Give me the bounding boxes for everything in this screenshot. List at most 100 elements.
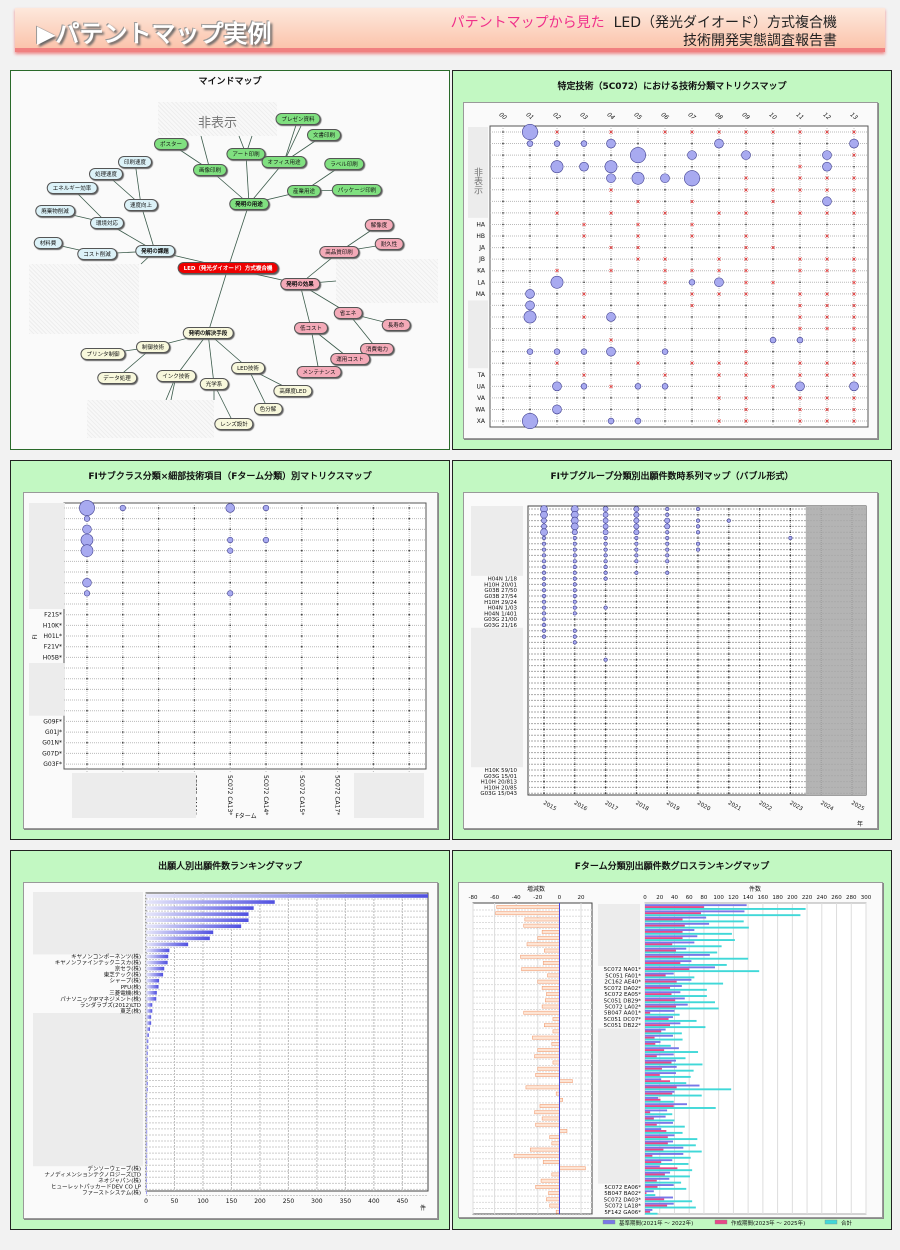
mindmap-node-sep[interactable]: 色分解 (253, 403, 283, 415)
mindmap-node-led[interactable]: LED技術 (231, 362, 265, 374)
right-tick-label: 200 (787, 895, 798, 901)
dot-mark (728, 664, 730, 667)
mindmap-node-ink[interactable]: インク技術 (156, 370, 196, 382)
dot-mark (157, 507, 160, 509)
dot-mark (666, 583, 668, 586)
dot-mark (758, 682, 761, 684)
mindmap-node-hb[interactable]: 高輝度LED (273, 385, 313, 397)
mindmap-node-energy[interactable]: エネルギー効率 (46, 182, 98, 194)
dot-mark (758, 664, 761, 667)
mindmap-node-use[interactable]: 発明の用途 (229, 198, 269, 210)
current-period-bar (645, 1049, 665, 1052)
mindmap-node-art[interactable]: アート印刷 (226, 148, 266, 160)
mindmap-node-label[interactable]: ラベル印刷 (324, 158, 364, 170)
dot-mark (372, 581, 375, 584)
legend-label: 基準期間(2021年 ～ 2022年) (619, 1219, 693, 1227)
applicant-label: シャープ(株) (110, 977, 141, 985)
applicant-bar (146, 1160, 148, 1164)
mindmap-node-pkg[interactable]: パッケージ印刷 (331, 184, 383, 196)
base-period-bar (645, 966, 715, 969)
mindmap-node-proc[interactable]: 処理速度 (88, 168, 124, 180)
mindmap-node-mat[interactable]: 材料費 (33, 237, 63, 249)
mindmap-node-sol[interactable]: 発明の解決手段 (182, 327, 234, 339)
mindmap-node-power[interactable]: 消費電力 (359, 343, 395, 355)
mindmap-node-task[interactable]: 発明の課題 (135, 245, 175, 257)
cross-mark: × (716, 268, 721, 275)
dot-mark (666, 630, 668, 632)
mindmap-node-cost[interactable]: コスト削減 (77, 248, 117, 260)
mindmap-node-env[interactable]: 環境対応 (89, 217, 125, 229)
mindmap-node-pres[interactable]: プレゼン資料 (275, 113, 321, 125)
dot-mark (697, 589, 699, 591)
mindmap-node-maint[interactable]: メンテナンス (296, 366, 342, 378)
mindmap-node-low[interactable]: 低コスト (293, 322, 329, 334)
dot-mark (574, 728, 576, 731)
diff-bar (535, 1122, 560, 1127)
mindmap-node-life[interactable]: 長寿命 (381, 319, 411, 331)
cross-mark: × (851, 302, 856, 309)
mindmap-node-pctrl[interactable]: プリンタ制御 (80, 348, 126, 360)
left-tick-label: 0 (558, 895, 562, 901)
mindmap-node-dur[interactable]: 耐久性 (374, 238, 404, 250)
dot-mark (666, 746, 668, 748)
mindmap-node-lens[interactable]: レンズ設計 (214, 418, 254, 430)
dot-mark (157, 560, 160, 563)
x-tick-label: 200 (254, 1198, 266, 1205)
diff-bar (546, 992, 560, 996)
mindmap-node-center[interactable]: LED（発光ダイオード）方式複合機 (177, 262, 279, 274)
matrix-bubble (580, 383, 588, 390)
dot-mark (193, 592, 196, 595)
hidden-label-region (471, 627, 523, 768)
mindmap-node-res[interactable]: 解像度 (364, 219, 394, 231)
mindmap-node-hq[interactable]: 高品質印刷 (319, 246, 359, 258)
dot-mark (728, 566, 730, 568)
mindmap-node-data[interactable]: データ処理 (97, 372, 137, 384)
base-period-bar (645, 1034, 673, 1037)
mindmap-node-speed[interactable]: 速度向上 (123, 199, 159, 211)
right-axis-title: 件数 (749, 885, 761, 893)
dot-mark (543, 676, 545, 678)
mindmap-title: マインドマップ (198, 77, 262, 87)
dot-mark (772, 362, 774, 364)
mindmap-node-img[interactable]: 画像印刷 (192, 164, 228, 176)
dot-mark (758, 595, 761, 597)
dot-mark (543, 705, 545, 707)
right-tick-label: 40 (671, 895, 678, 901)
dot-mark (157, 624, 160, 627)
dot-mark (758, 688, 761, 690)
dot-mark (697, 682, 699, 684)
base-period-bar (645, 1059, 676, 1062)
dot-mark (122, 688, 124, 691)
x-tick-label: 2021 (727, 800, 742, 812)
matrix-bubble (79, 500, 95, 516)
timeseries-bubble (572, 547, 577, 552)
timeseries-bubble (540, 510, 548, 519)
matrix-bubble (522, 123, 539, 140)
dot-mark (697, 659, 699, 661)
mindmap-node-eff[interactable]: 発明の効果 (280, 278, 320, 290)
fterm-label: 5C051 DC07* (604, 1017, 642, 1023)
current-period-bar (645, 974, 666, 977)
mindmap-node-ind[interactable]: 産業用途 (286, 185, 322, 197)
mindmap-node-poster[interactable]: ポスター (153, 138, 189, 150)
mindmap-node-ctrl[interactable]: 制御技術 (135, 341, 171, 353)
mindmap-node-doc[interactable]: 文書印刷 (306, 129, 342, 141)
x-axis-title: 件 (420, 1204, 426, 1212)
current-period-bar (645, 1198, 665, 1201)
dot-mark (604, 740, 607, 742)
row-label: KA (477, 268, 486, 275)
mindmap-node-pspeed[interactable]: 印刷速度 (117, 156, 153, 168)
mindmap-node-office[interactable]: オフィス用途 (261, 156, 307, 168)
matrix-bubble (83, 590, 91, 597)
mindmap-node-opt[interactable]: 光学系 (199, 378, 229, 390)
dot-mark (745, 316, 747, 318)
dot-mark (697, 653, 699, 655)
dot-mark (157, 646, 160, 648)
mindmap-node-run[interactable]: 運用コスト (330, 353, 370, 365)
mindmap-node-waste[interactable]: 廃棄物削減 (35, 205, 75, 217)
dot-mark (728, 757, 730, 760)
row-label: G03B 27/54 (484, 594, 517, 600)
mindmap-node-save[interactable]: 省エネ (333, 307, 363, 319)
dot-mark (502, 258, 504, 260)
dot-mark (772, 165, 774, 168)
